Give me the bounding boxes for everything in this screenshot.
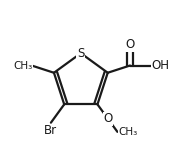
Text: CH₃: CH₃ bbox=[118, 127, 138, 137]
Text: OH: OH bbox=[152, 59, 170, 72]
Text: Br: Br bbox=[44, 124, 57, 137]
Text: O: O bbox=[103, 112, 113, 125]
Text: S: S bbox=[77, 47, 85, 60]
Text: CH₃: CH₃ bbox=[13, 61, 32, 71]
Text: O: O bbox=[125, 38, 135, 51]
